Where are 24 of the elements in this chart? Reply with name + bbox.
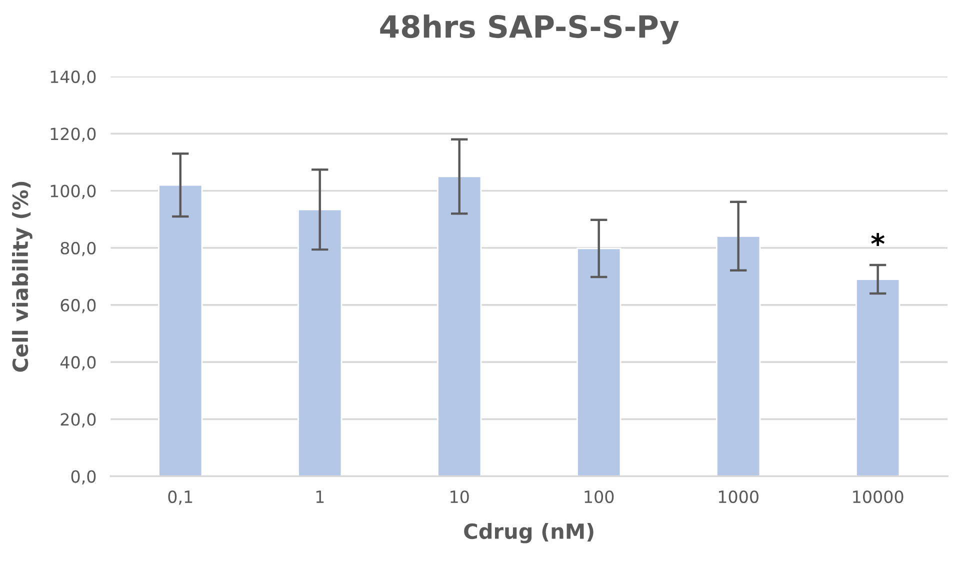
x-tick-label: 1 xyxy=(316,490,324,503)
bar xyxy=(298,208,342,476)
x-axis-title: Cdrug (nM) xyxy=(464,522,594,544)
x-tick-label: 0,1 xyxy=(168,490,192,505)
x-tick-label: 100 xyxy=(584,490,614,504)
chart-title: 48hrs SAP-S-S-Py xyxy=(380,14,679,44)
y-tick-label: 120,0 xyxy=(50,128,96,142)
bar xyxy=(716,235,761,476)
bar xyxy=(158,184,203,476)
x-tick-label: 10000 xyxy=(853,490,904,504)
x-tick-label: 10 xyxy=(450,490,469,504)
y-tick-label: 60,0 xyxy=(60,298,96,314)
y-tick-label: 140,0 xyxy=(50,70,96,85)
y-tick-label: 20,0 xyxy=(60,413,96,428)
bar xyxy=(576,248,622,476)
y-tick-label: 0,0 xyxy=(71,470,96,485)
y-tick-label: 80,0 xyxy=(60,242,96,256)
y-tick-label: 40,0 xyxy=(60,356,96,370)
annotation: * xyxy=(871,233,885,246)
bar xyxy=(437,176,482,476)
y-axis-title: Cell viability (%) xyxy=(12,182,32,372)
y-tick-label: 100,0 xyxy=(50,184,96,200)
bar xyxy=(856,278,900,476)
x-tick-label: 1000 xyxy=(718,490,758,504)
